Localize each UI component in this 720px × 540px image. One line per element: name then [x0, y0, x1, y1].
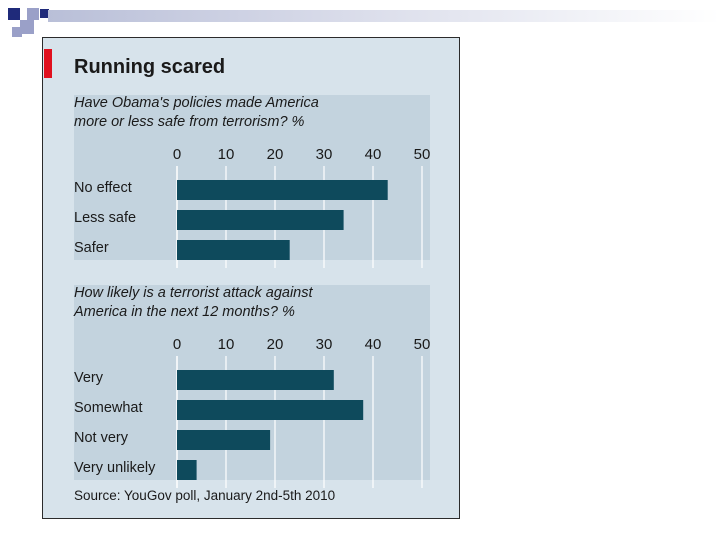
question-2-line-2: America in the next 12 months? %	[74, 304, 295, 320]
tick-label: 40	[365, 336, 382, 353]
bar-very	[177, 370, 334, 390]
category-label: Safer	[74, 240, 109, 256]
tick-label: 10	[218, 336, 235, 353]
chart-title: Running scared	[74, 56, 226, 78]
question-2: How likely is a terrorist attack against…	[74, 284, 313, 322]
category-label: No effect	[74, 180, 132, 196]
header-square-3	[27, 8, 39, 20]
header-square-4	[40, 9, 49, 18]
question-band-1	[74, 95, 430, 260]
tick-label: 10	[218, 146, 235, 163]
red-tag	[44, 49, 52, 78]
category-label: Somewhat	[74, 400, 143, 416]
question-1-line-1: Have Obama's policies made America	[74, 95, 319, 111]
bar-not-very	[177, 430, 271, 450]
tick-label: 50	[414, 336, 430, 353]
question-1: Have Obama's policies made America more …	[74, 94, 319, 132]
chart-svg-2: 0 10 20 30 40 50	[173, 336, 430, 488]
header-square-1	[8, 8, 20, 20]
bar-less-safe	[177, 210, 344, 230]
chart-svg-1: 0 10 20 30 40 50	[173, 146, 430, 268]
category-label: Very unlikely	[74, 460, 156, 476]
tick-label: 30	[316, 146, 333, 163]
tick-label: 0	[173, 146, 181, 163]
tick-label: 30	[316, 336, 333, 353]
category-label: Not very	[74, 430, 128, 446]
bar-very-unlikely	[177, 460, 197, 480]
bar-no-effect	[177, 180, 388, 200]
category-label: Less safe	[74, 210, 137, 226]
tick-label: 20	[267, 146, 284, 163]
tick-label: 20	[267, 336, 284, 353]
tick-label: 50	[414, 146, 430, 163]
question-2-line-1: How likely is a terrorist attack against	[74, 285, 313, 301]
category-label: Very	[74, 370, 104, 386]
source-note: Source: YouGov poll, January 2nd-5th 201…	[74, 488, 336, 503]
bar-chart-1: 0 10 20 30 40 50	[74, 140, 430, 268]
header-square-5	[12, 27, 22, 37]
tick-label: 40	[365, 146, 382, 163]
tick-label: 0	[173, 336, 181, 353]
question-1-line-2: more or less safe from terrorism? %	[74, 114, 305, 130]
header-square-2	[20, 20, 34, 34]
bar-safer	[177, 240, 290, 260]
bar-somewhat	[177, 400, 364, 420]
header-gradient-bar	[48, 10, 720, 22]
bar-chart-2: 0 10 20 30 40 50	[74, 330, 430, 488]
